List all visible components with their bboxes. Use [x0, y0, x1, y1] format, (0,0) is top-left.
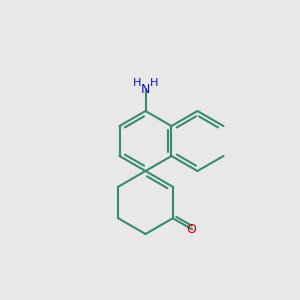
Text: N: N — [141, 83, 150, 96]
Text: H: H — [150, 78, 158, 88]
Text: H: H — [133, 78, 141, 88]
Text: O: O — [186, 223, 196, 236]
